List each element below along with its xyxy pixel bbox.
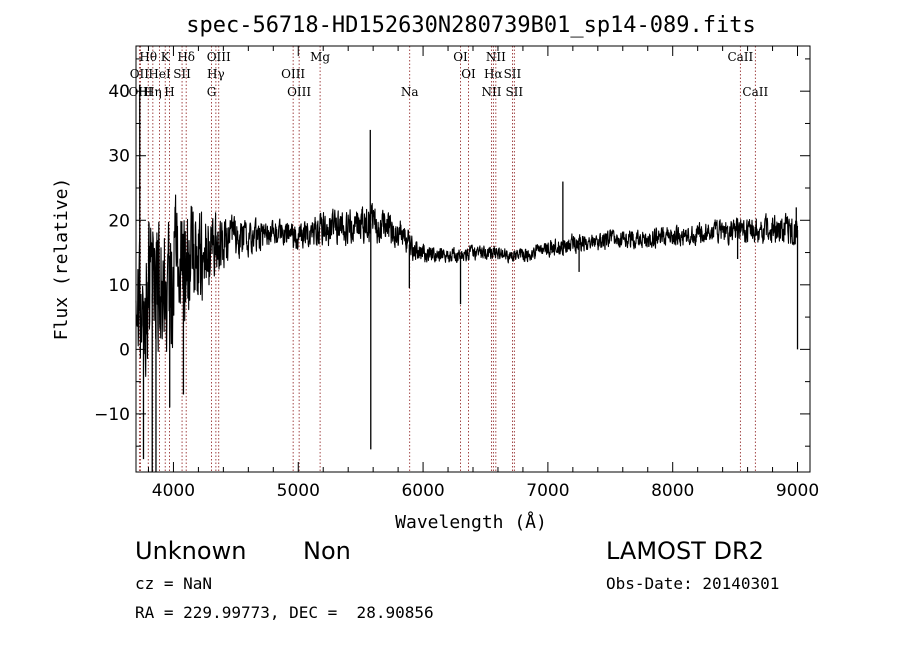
line-label-0: Hθ (139, 50, 157, 64)
line-label-23: SII (505, 85, 523, 99)
chart-title: spec-56718-HD152630N280739B01_sp14-089.f… (186, 13, 756, 38)
line-label-17: Hη (144, 85, 162, 99)
y-tick-label-3: 20 (108, 211, 130, 231)
line-label-20: OIII (287, 85, 311, 99)
y-tick-label-2: 10 (108, 276, 130, 296)
spectrum-line (135, 194, 799, 377)
line-label-16: OIII (128, 85, 152, 99)
line-label-1: K (161, 50, 171, 64)
x-tick-label-0: 4000 (152, 481, 195, 501)
line-label-9: HeI (148, 67, 171, 81)
line-label-21: Na (401, 85, 419, 99)
line-label-6: NII (486, 50, 506, 64)
x-axis-label: Wavelength (Å) (395, 511, 547, 533)
line-label-22: NII (481, 85, 501, 99)
line-label-3: OIII (207, 50, 231, 64)
x-tick-labels: 4000 5000 6000 7000 8000 9000 (152, 481, 819, 501)
x-tick-label-4: 8000 (651, 481, 694, 501)
y-tick-label-4: 30 (108, 147, 130, 167)
axis-ticks (136, 46, 810, 472)
y-tick-labels: −10 0 10 20 30 40 (94, 82, 130, 425)
line-label-4: Mg (310, 50, 330, 64)
x-tick-label-2: 6000 (401, 481, 444, 501)
x-tick-label-1: 5000 (277, 481, 320, 501)
y-tick-label-5: 40 (108, 82, 130, 102)
spectrum-spikes (139, 84, 799, 472)
line-label-12: OIII (281, 67, 305, 81)
y-tick-label-1: 0 (119, 340, 130, 360)
line-label-5: OI (453, 50, 468, 64)
line-label-24: CaII (742, 85, 768, 99)
coordinates-readout: RA = 229.99773, DEC = 28.90856 (135, 603, 434, 622)
line-label-2: Hδ (177, 50, 195, 64)
object-subclass: Non (303, 537, 351, 565)
line-label-7: CaII (727, 50, 753, 64)
line-markers (138, 46, 756, 472)
object-name: Unknown (135, 537, 247, 565)
y-axis-label: Flux (relative) (51, 178, 72, 341)
line-label-19: G (207, 85, 217, 99)
y-tick-label-0: −10 (94, 405, 130, 425)
x-tick-label-3: 7000 (526, 481, 569, 501)
line-label-13: OI (461, 67, 476, 81)
line-label-18: H (164, 85, 174, 99)
line-label-10: SII (173, 67, 191, 81)
line-label-11: Hγ (207, 67, 225, 81)
redshift-readout: cz = NaN (135, 574, 213, 593)
x-tick-label-5: 9000 (776, 481, 819, 501)
line-label-8: OII (130, 67, 150, 81)
line-label-15: SII (504, 67, 522, 81)
survey-name: LAMOST DR2 (606, 537, 764, 565)
plot-frame (135, 45, 811, 473)
line-label-14: Hα (484, 67, 503, 81)
observation-date: Obs-Date: 20140301 (606, 574, 780, 593)
